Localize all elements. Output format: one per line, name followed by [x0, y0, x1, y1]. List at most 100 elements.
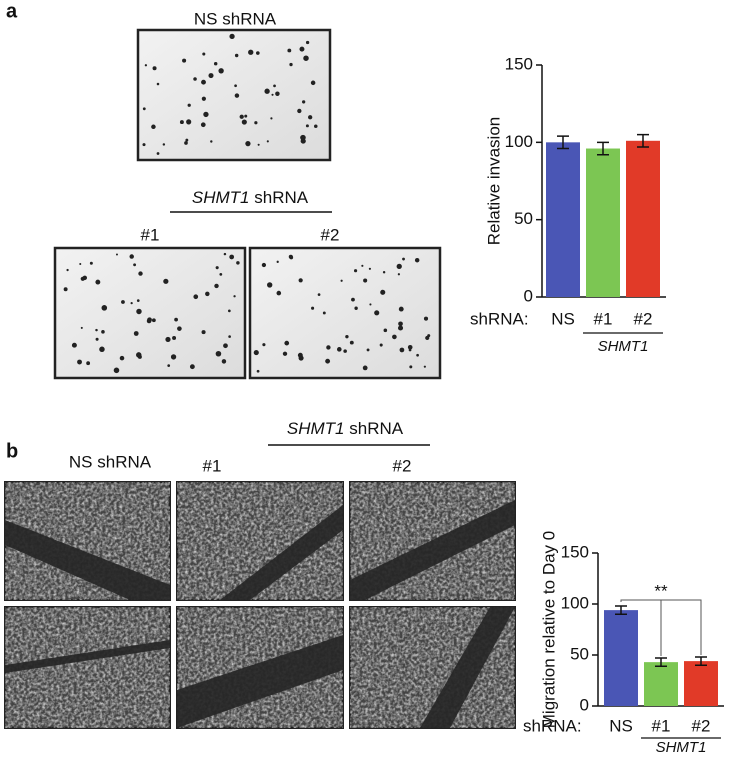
cell-dot — [95, 279, 101, 285]
cell-dot — [308, 115, 313, 120]
cell-dot — [241, 119, 247, 125]
cell-dot — [142, 107, 146, 111]
cell-dot — [256, 51, 260, 55]
cell-dot — [119, 355, 125, 361]
bar — [644, 662, 678, 706]
x-prefix: shRNA: — [523, 716, 582, 735]
cell-dot — [187, 103, 191, 107]
cell-dot — [223, 252, 227, 256]
cell-dot — [234, 93, 240, 98]
cell-dot — [163, 278, 169, 284]
cell-dot — [95, 337, 99, 341]
cell-dot — [99, 346, 105, 353]
cell-dot — [362, 365, 368, 371]
suffix: shRNA — [254, 188, 309, 207]
cell-dot — [325, 358, 331, 364]
cell-dot — [397, 325, 404, 331]
cell-dot — [129, 254, 134, 259]
cell-dot — [402, 257, 405, 261]
cell-dot — [218, 68, 224, 74]
cell-dot — [399, 347, 405, 353]
x-tick-label: #1 — [594, 309, 613, 328]
x-tick-label: #1 — [652, 716, 671, 735]
wound — [350, 500, 515, 600]
cell-dot — [423, 316, 429, 321]
cell-dot — [186, 119, 192, 125]
cell-dot — [177, 326, 182, 331]
x-tick-label: NS — [609, 716, 633, 735]
cell-dot — [374, 310, 380, 316]
error-bar — [557, 135, 569, 150]
cell-dot — [144, 64, 148, 67]
cell-dot — [257, 143, 260, 146]
cell-dot — [369, 303, 372, 306]
group-label: SHMT1 shRNA — [287, 419, 404, 438]
cell-dot — [133, 331, 139, 336]
cell-dot — [264, 88, 270, 94]
cell-dot — [223, 343, 228, 349]
cell-dot — [236, 261, 240, 265]
cell-dot — [215, 350, 222, 357]
cell-dot — [379, 343, 383, 347]
cell-dot — [138, 271, 143, 276]
cell-dot — [302, 100, 306, 104]
cell-dot — [229, 254, 235, 260]
cell-dot — [392, 334, 397, 340]
cell-dot — [351, 297, 355, 302]
cell-dot — [256, 369, 260, 373]
cell-dot — [221, 359, 227, 364]
cell-dot — [234, 53, 239, 58]
cell-dot — [193, 77, 197, 81]
wound — [5, 640, 170, 673]
group-label: SHMT1 — [598, 338, 649, 355]
cell-dot — [214, 283, 219, 289]
image-label: NS shRNA — [69, 452, 152, 471]
error-bar — [655, 657, 667, 667]
cell-dot — [322, 311, 326, 315]
bar — [586, 148, 620, 297]
bar — [626, 140, 660, 297]
cell-dot — [266, 140, 269, 143]
panel-label: a — [6, 0, 18, 22]
cell-dot — [288, 254, 293, 259]
image-label: #1 — [141, 225, 160, 244]
bar — [546, 142, 580, 297]
cell-dot — [407, 344, 413, 350]
cell-dot — [353, 269, 358, 273]
wound — [5, 520, 170, 600]
cell-dot — [427, 334, 431, 338]
cell-dot — [233, 295, 236, 298]
cell-dot — [245, 140, 251, 147]
cell-dot — [184, 141, 188, 145]
cell-dot — [273, 84, 276, 88]
cell-dot — [205, 291, 210, 297]
cell-dot — [254, 121, 258, 125]
bar — [604, 610, 638, 706]
cell-dot — [179, 120, 184, 125]
cell-dot — [317, 293, 321, 297]
cell-dot — [282, 351, 288, 356]
cell-dot — [397, 273, 401, 276]
cell-dot — [89, 261, 93, 265]
micrograph — [248, 246, 442, 380]
gene: SHMT1 — [192, 188, 250, 207]
wound — [177, 635, 343, 728]
cell-dot — [156, 82, 160, 86]
cell-dot — [165, 336, 171, 343]
y-tick-label: 0 — [580, 695, 589, 714]
cell-dot — [298, 355, 304, 361]
cell-dot — [398, 321, 403, 327]
cell-dot — [349, 340, 354, 345]
cell-dot — [300, 134, 306, 141]
cell-dot — [146, 318, 152, 324]
panel-label: b — [6, 440, 18, 462]
wound — [420, 607, 515, 728]
cell-dot — [202, 52, 206, 56]
x-tick-label: #2 — [634, 309, 653, 328]
cell-dot — [113, 367, 120, 374]
cell-dot — [80, 276, 85, 281]
cell-dot — [229, 33, 235, 39]
y-tick-label: 150 — [561, 542, 589, 561]
image-label: #1 — [203, 456, 222, 475]
y-tick-label: 150 — [505, 54, 533, 73]
